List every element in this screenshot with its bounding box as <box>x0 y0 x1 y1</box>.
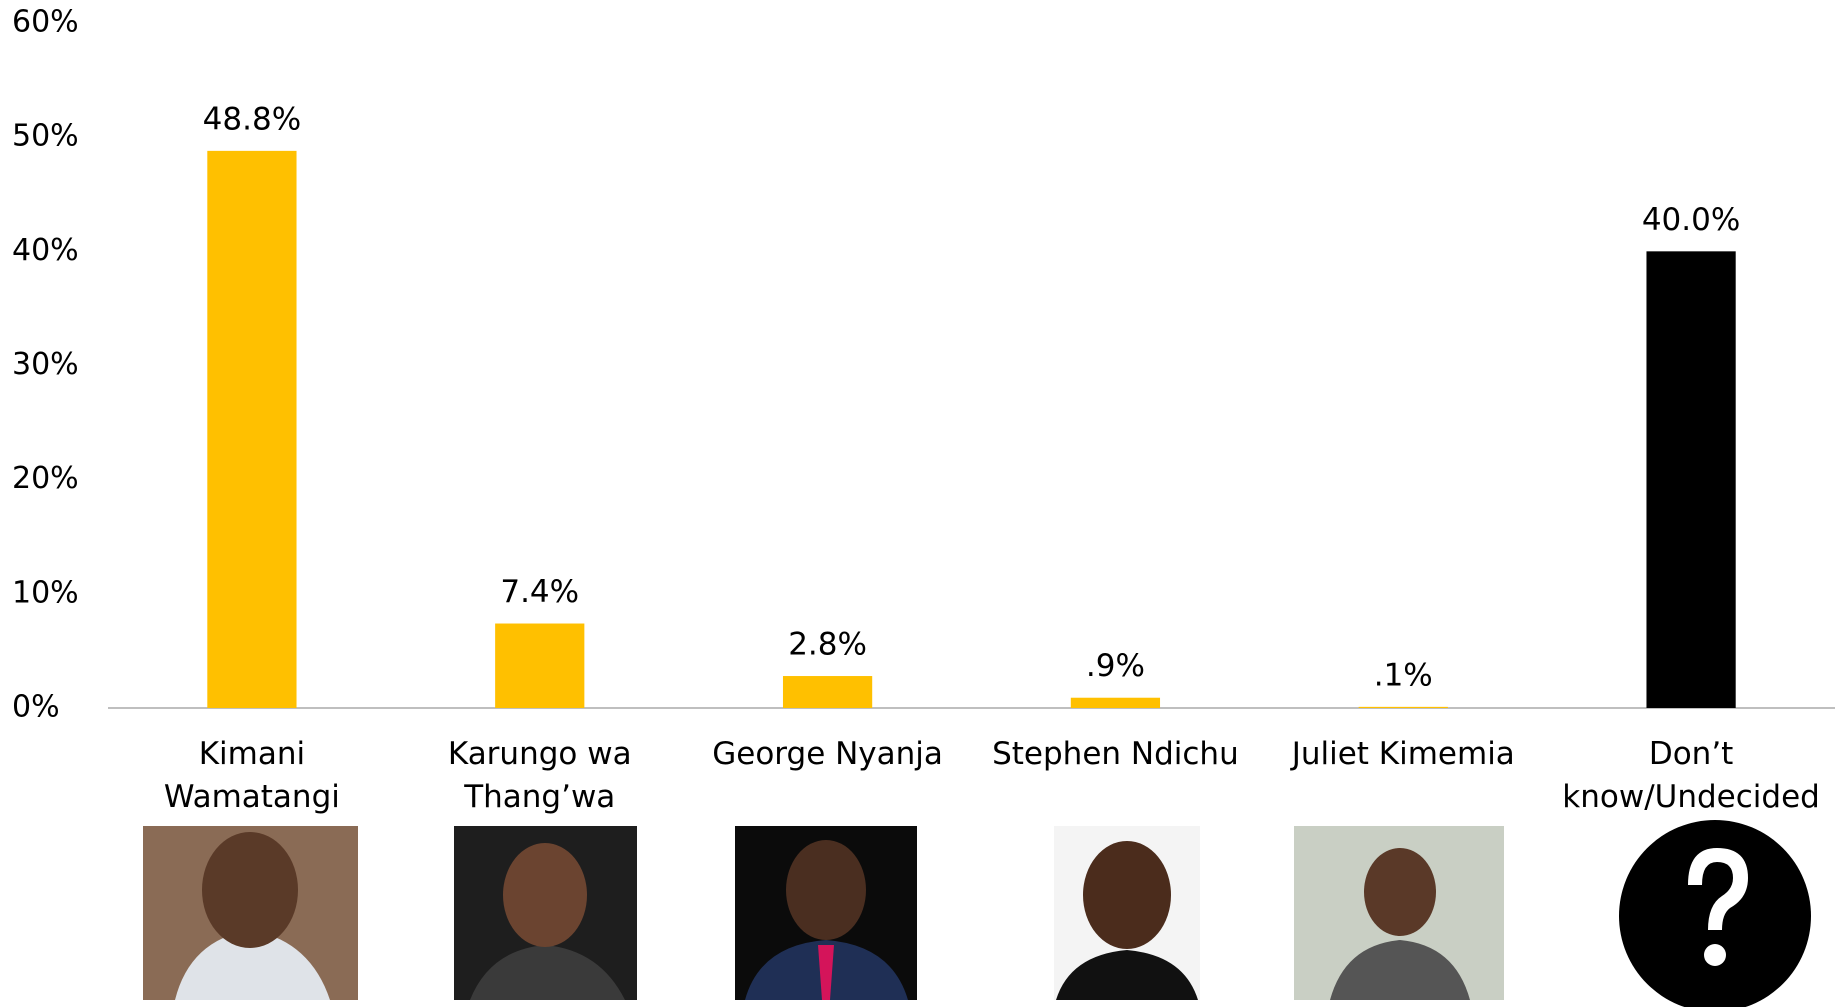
x-tick-label: Kimani Wamatangi <box>107 733 397 819</box>
y-tick-label: 50% <box>12 119 79 154</box>
y-tick-label: 20% <box>12 461 79 496</box>
candidate-photo <box>143 826 358 1000</box>
y-tick-label: 40% <box>12 233 79 268</box>
data-label: 2.8% <box>788 627 867 663</box>
y-tick-label: 10% <box>12 575 79 610</box>
candidate-photo <box>454 826 637 1000</box>
data-label: 7.4% <box>500 574 579 610</box>
candidate-photo <box>735 826 917 1000</box>
data-label: 48.8% <box>203 101 301 137</box>
bar <box>783 676 872 708</box>
y-tick-label: 60% <box>12 5 79 40</box>
bar <box>1071 698 1160 708</box>
y-tick-label: 30% <box>12 347 79 382</box>
bar <box>1646 251 1735 708</box>
data-label: .1% <box>1374 657 1433 693</box>
data-label: 40.0% <box>1642 202 1740 238</box>
x-tick-label: Juliet Kimemia <box>1258 733 1548 776</box>
data-label: .9% <box>1086 648 1145 684</box>
chart: 0% 10% 20% 30% 40% 50% 60% 48.8% 7.4% 2.8% .9% .1% 4… <box>0 0 1841 1007</box>
x-tick-label: Don’t know/Undecided <box>1546 733 1836 819</box>
candidate-photo <box>1294 826 1504 1000</box>
x-tick-label: George Nyanja <box>683 733 973 776</box>
bar <box>207 151 296 708</box>
x-tick-label: Karungo wa Thang’wa <box>395 733 685 819</box>
candidate-photo <box>1054 826 1200 1000</box>
bar <box>495 624 584 708</box>
y-tick-label: 0% <box>12 690 60 725</box>
x-tick-label: Stephen Ndichu <box>970 733 1260 776</box>
bar <box>1359 707 1448 708</box>
undecided-icon <box>1619 820 1811 1007</box>
page: 0% 10% 20% 30% 40% 50% 60% 48.8% 7.4% 2.8% .9% .1% 4… <box>0 0 1841 1007</box>
